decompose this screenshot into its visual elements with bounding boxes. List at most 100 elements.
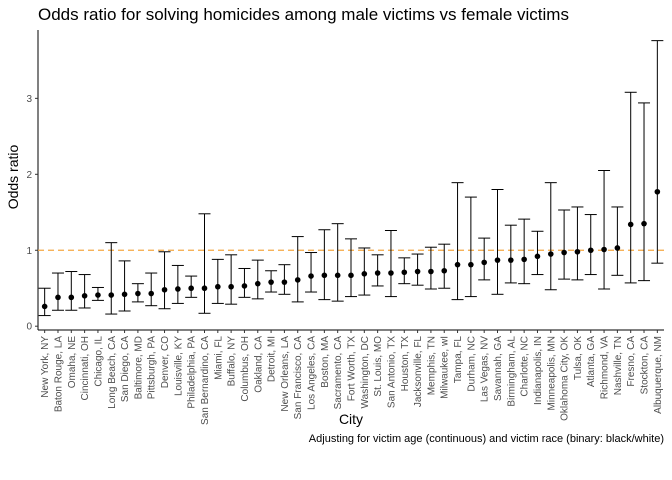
x-tick-label: Richmond, VA	[600, 336, 611, 400]
error-bar	[478, 237, 491, 281]
error-bar	[584, 214, 597, 276]
error-bar	[78, 274, 91, 309]
data-point	[148, 290, 155, 297]
x-tick-label: Cincinnati, OH	[80, 336, 91, 400]
x-tick-label: Savannah, GA	[493, 336, 504, 401]
data-point	[334, 272, 341, 279]
data-point	[135, 290, 141, 297]
error-bar	[598, 170, 611, 290]
x-tick-label: Sacramento, CA	[333, 336, 344, 410]
x-tick-label: Durham, NC	[466, 336, 477, 392]
x-tick-label: Memphis, TN	[426, 336, 437, 395]
data-point	[348, 272, 354, 279]
y-axis-title: Odds ratio	[5, 144, 21, 209]
y-tick-label: 2	[26, 170, 32, 181]
data-point	[494, 257, 501, 263]
error-bar	[225, 254, 238, 305]
x-tick-label: Milwaukee, wI	[440, 336, 451, 399]
x-tick-label: Los Angeles, CA	[307, 336, 318, 410]
error-bar	[544, 182, 557, 291]
data-point	[414, 268, 421, 275]
x-tick-label: Detroit, MI	[267, 336, 278, 382]
error-bar	[491, 188, 504, 295]
error-bar	[331, 223, 344, 302]
error-bar	[38, 287, 51, 317]
error-bar	[651, 40, 664, 264]
data-point	[388, 270, 394, 276]
error-bar	[158, 251, 171, 310]
data-point	[95, 292, 101, 298]
error-bar	[345, 238, 357, 298]
data-point	[254, 280, 261, 287]
x-tick-label: Jacksonville, FL	[413, 336, 424, 408]
x-tick-label: Nashville, TN	[613, 336, 624, 395]
x-tick-label: Omaha, NE	[67, 336, 78, 389]
error-bar	[211, 258, 224, 304]
x-tick-label: Las Vegas, NV	[480, 336, 491, 402]
error-bar	[291, 236, 304, 303]
x-tick-label: Houston, TX	[400, 336, 411, 392]
error-bar	[464, 196, 477, 298]
data-point	[188, 285, 194, 292]
x-tick-label: San Antonio, TX	[386, 336, 397, 408]
data-point	[281, 279, 288, 285]
error-bar	[451, 182, 464, 301]
data-point	[428, 268, 434, 275]
y-tick-label: 3	[26, 94, 32, 105]
error-bar	[504, 224, 517, 284]
x-tick-label: Baltimore, MD	[133, 336, 144, 399]
x-tick-label: New York, NY	[40, 336, 51, 398]
x-tick-label: Tulsa, OK	[573, 336, 584, 380]
data-point	[561, 249, 567, 256]
error-bar	[305, 252, 318, 293]
error-bar	[145, 272, 158, 307]
data-point	[441, 267, 448, 274]
x-tick-label: New Orleans, LA	[280, 336, 291, 412]
x-tick-label: Charlotte, NC	[520, 336, 531, 397]
error-bar	[518, 218, 531, 285]
error-bar	[105, 242, 118, 315]
error-bar	[624, 91, 637, 284]
data-point	[374, 270, 381, 276]
error-bar	[51, 272, 64, 311]
x-tick-label: Fresno, CA	[626, 336, 637, 387]
data-point	[215, 283, 221, 290]
x-tick-label: Birmingham, AL	[506, 336, 517, 407]
x-tick-label: Philadelphia, PA	[187, 336, 198, 409]
error-bar	[318, 229, 331, 301]
error-bar	[198, 213, 211, 314]
data-point	[41, 303, 48, 310]
data-point	[201, 285, 208, 292]
data-point	[308, 273, 314, 279]
x-tick-label: San Bernardino, CA	[200, 336, 211, 425]
error-bar	[638, 102, 651, 282]
error-bar	[251, 259, 264, 300]
data-point	[161, 286, 168, 293]
y-tick-label: 1	[26, 246, 32, 257]
data-point	[587, 247, 594, 254]
error-bar	[571, 206, 584, 281]
x-tick-label: Stockton, CA	[640, 336, 651, 395]
x-tick-label: Indianapolis, IN	[533, 336, 544, 405]
x-tick-label: Miami, FL	[213, 336, 224, 380]
x-tick-label: Minneapolis, MN	[546, 336, 557, 410]
x-tick-label: Long Beach, CA	[107, 336, 118, 409]
data-point	[241, 283, 248, 289]
data-point	[468, 261, 474, 268]
x-tick-label: Denver, CO	[160, 336, 171, 388]
x-tick-label: San Francisco, CA	[293, 336, 304, 420]
data-point	[268, 279, 274, 285]
data-point	[627, 221, 634, 228]
error-bar	[438, 243, 451, 289]
error-bar	[118, 260, 131, 312]
data-point	[614, 245, 621, 251]
data-point	[108, 292, 115, 298]
chart-caption: Adjusting for victim age (continuous) an…	[309, 433, 664, 445]
x-tick-label: Oakland, CA	[253, 336, 264, 393]
data-point	[121, 291, 128, 298]
error-bar	[558, 209, 571, 280]
data-point	[481, 259, 487, 266]
y-tick-label: 0	[26, 322, 32, 333]
x-tick-label: Fort Worth, TX	[347, 336, 358, 402]
